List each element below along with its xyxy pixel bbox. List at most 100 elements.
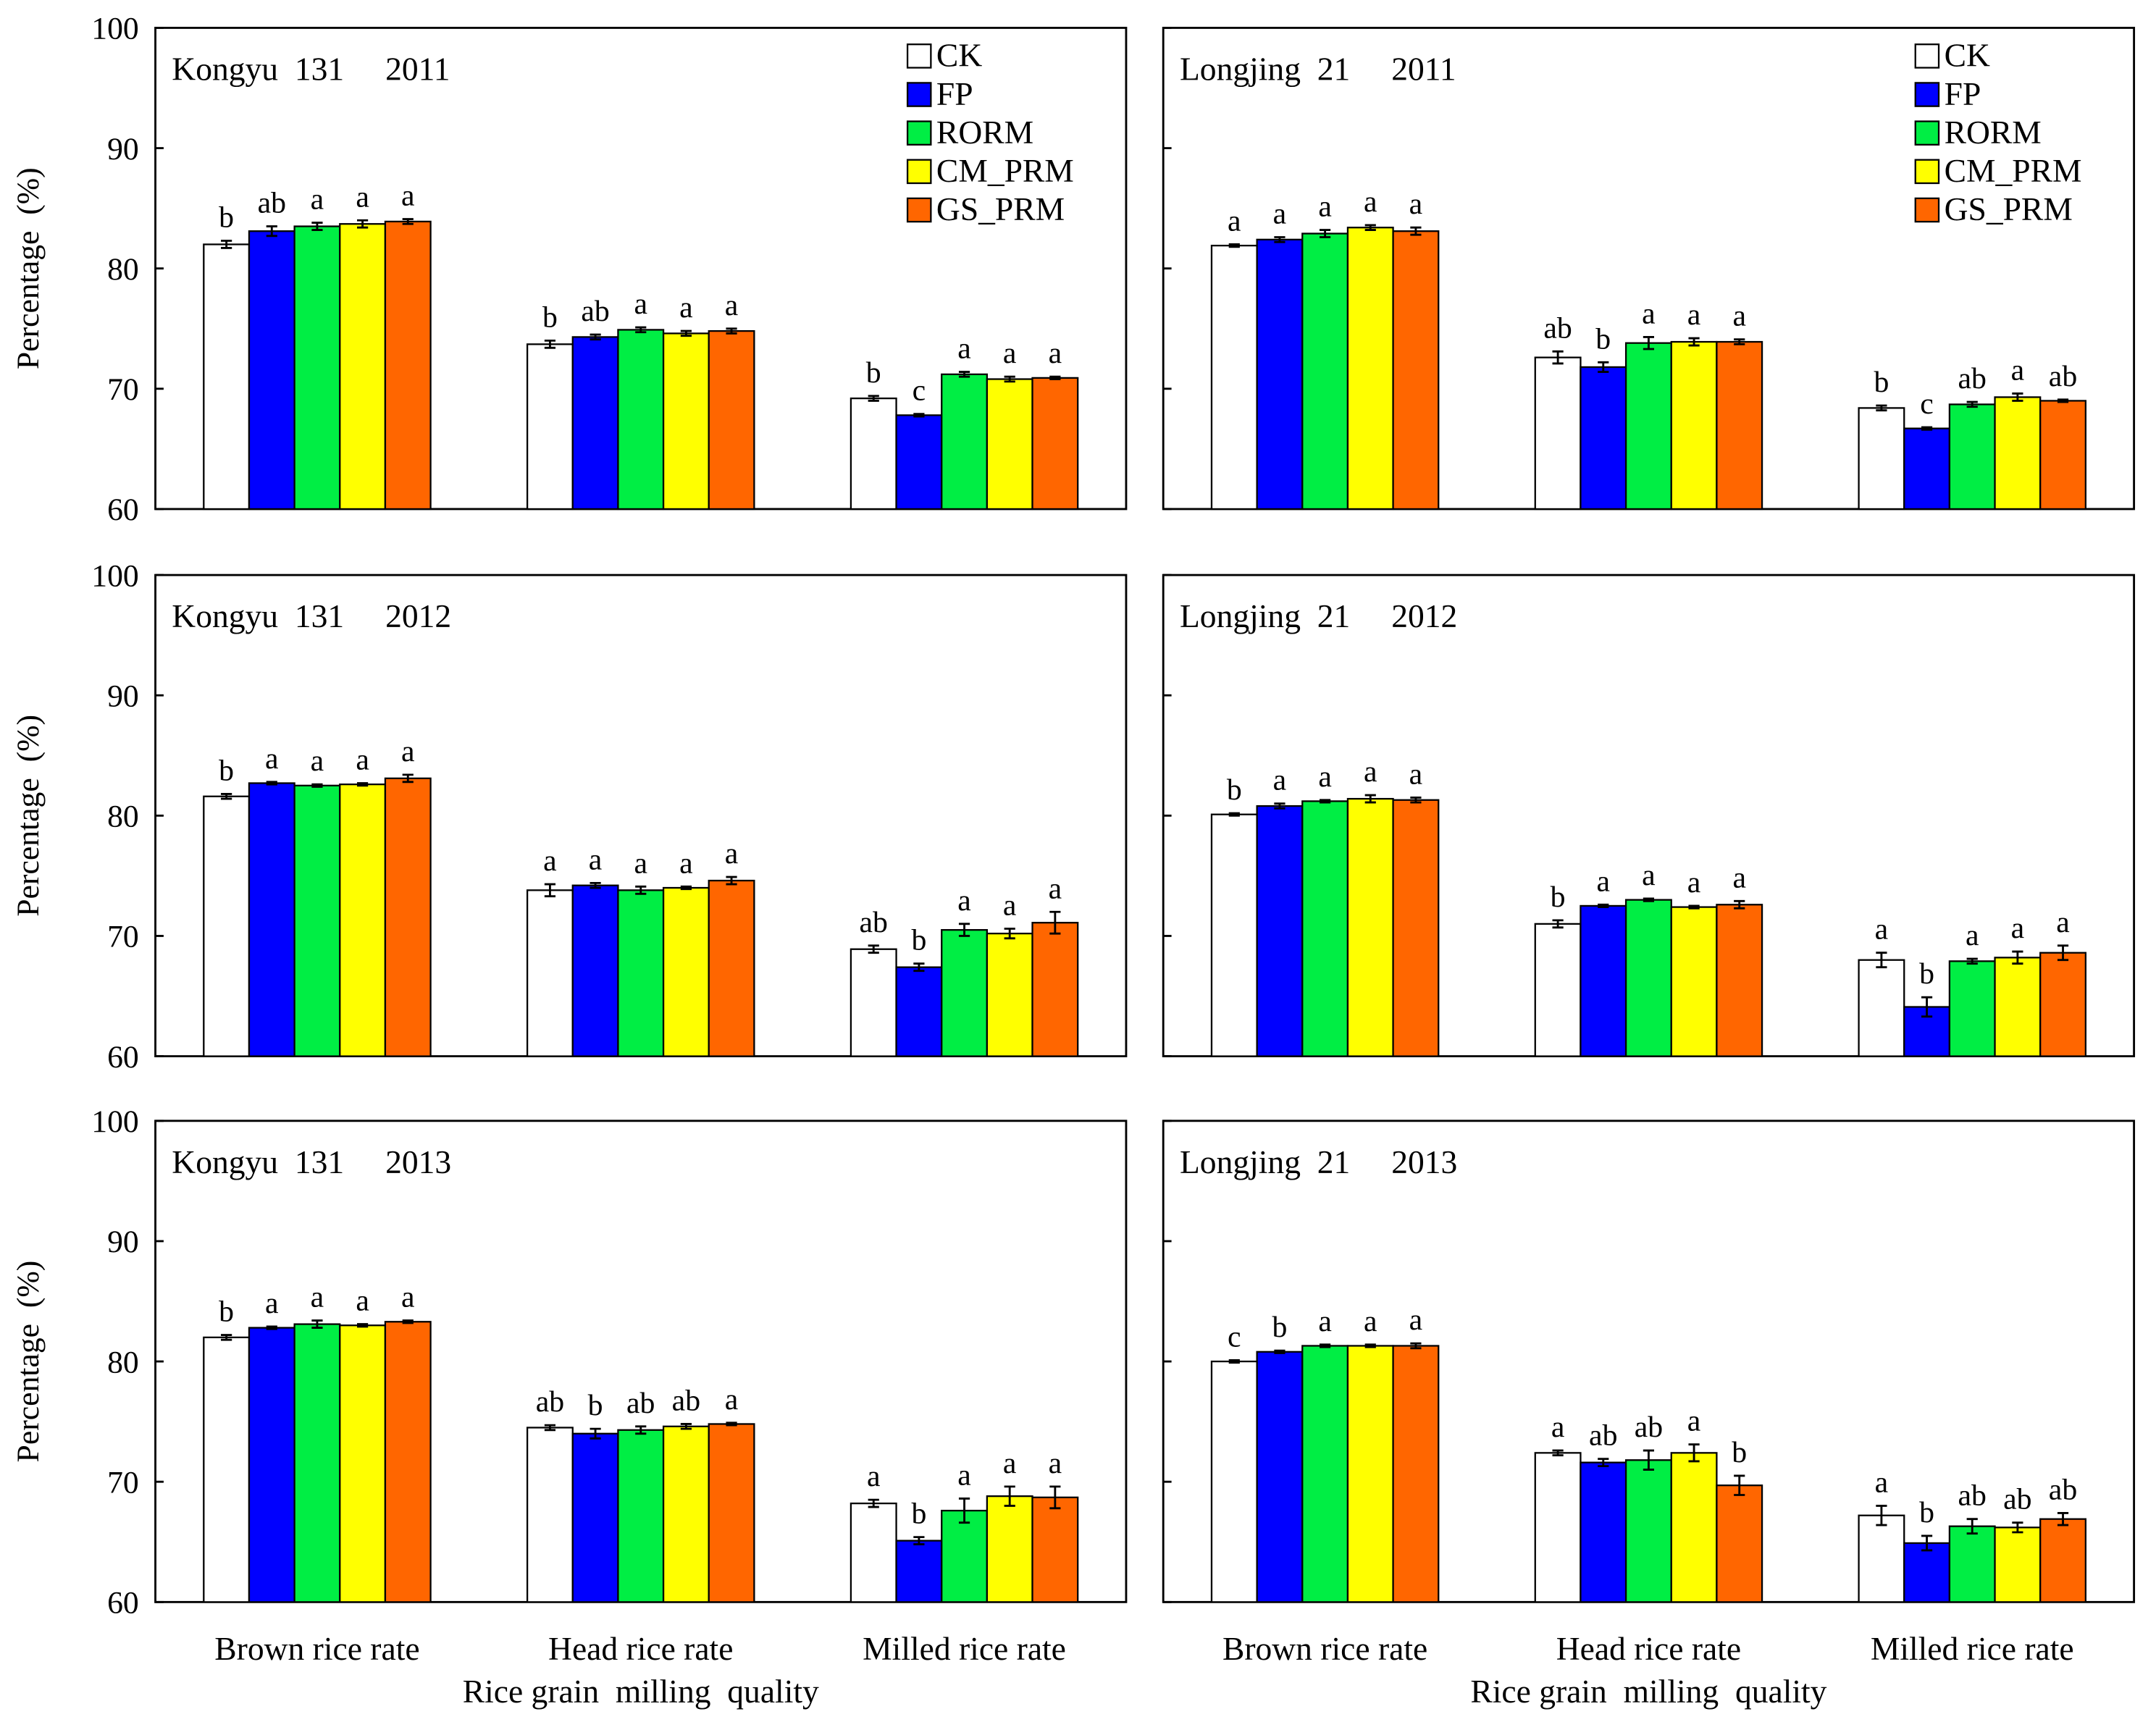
bar [1670, 1452, 1718, 1603]
significance-letter: a [957, 332, 971, 366]
significance-letter: a [356, 744, 369, 777]
bar [1392, 230, 1440, 511]
significance-letter: a [401, 735, 415, 768]
x-tick-label: Brown rice rate [1222, 1630, 1427, 1667]
bar [203, 243, 251, 511]
error-bar [221, 1334, 232, 1341]
bar [1256, 1351, 1304, 1603]
significance-letter: a [311, 1281, 324, 1314]
significance-letter: b [1272, 1311, 1288, 1344]
bar [941, 929, 989, 1057]
error-bar [1320, 799, 1331, 804]
bar [1346, 1345, 1394, 1603]
error-bar [1598, 1458, 1609, 1468]
error-bar [680, 1423, 692, 1430]
error-bar [726, 875, 737, 886]
significance-letter: b [911, 1498, 926, 1531]
bar [1031, 377, 1079, 511]
bar [1346, 227, 1394, 511]
bar [617, 889, 665, 1057]
bar [1858, 407, 1905, 511]
error-bar [1921, 426, 1933, 431]
error-bar [2057, 944, 2069, 962]
y-tick-label: 60 [107, 1586, 139, 1621]
error-bar [1364, 1343, 1376, 1348]
error-bar [635, 885, 647, 895]
significance-letter: a [1732, 300, 1746, 333]
bar [986, 1495, 1033, 1603]
significance-letter: b [1595, 322, 1611, 356]
legend-label: CM_PRM [936, 152, 1074, 189]
significance-letter: b [911, 924, 926, 957]
legend-label: GS_PRM [936, 190, 1065, 227]
significance-letter: b [1227, 773, 1242, 807]
error-bar [1921, 996, 1933, 1018]
panel-title: Kongyu 131 2011 [172, 51, 450, 88]
significance-letter: a [1318, 1305, 1332, 1338]
error-bar [726, 1421, 737, 1427]
y-tick-label: 80 [107, 799, 139, 834]
bar [1301, 800, 1349, 1057]
bar [1031, 1496, 1079, 1603]
bar [1903, 1542, 1951, 1603]
significance-letter: ab [536, 1385, 564, 1419]
bar [895, 414, 943, 511]
bar [662, 332, 710, 511]
bar [708, 879, 755, 1057]
legend-label: CK [936, 37, 982, 74]
significance-letter: a [1364, 185, 1377, 219]
x-tick-label: Brown rice rate [214, 1630, 419, 1667]
error-bar [544, 339, 556, 349]
significance-letter: a [957, 884, 971, 917]
significance-letter: a [1049, 1447, 1062, 1480]
error-bar [1320, 1343, 1331, 1348]
bar [1210, 813, 1258, 1057]
x-tick-label: Milled rice rate [863, 1630, 1066, 1667]
error-bar [1364, 224, 1376, 231]
error-bar [2057, 1511, 2069, 1526]
bar [1903, 427, 1951, 511]
significance-letter: a [634, 847, 647, 880]
bar [1948, 960, 1996, 1057]
error-bar [590, 1427, 601, 1440]
error-bar [958, 1498, 970, 1524]
significance-letter: ab [672, 1384, 700, 1417]
significance-letter: a [1409, 188, 1423, 221]
y-tick-label: 60 [107, 492, 139, 527]
significance-letter: a [1596, 865, 1610, 898]
error-bar [1364, 794, 1376, 804]
x-axis-label: Rice grain milling quality [1470, 1673, 1826, 1710]
significance-letter: a [725, 289, 739, 322]
bar [1716, 904, 1763, 1057]
significance-letter: ab [1958, 1479, 1987, 1513]
bar [986, 933, 1033, 1057]
bar [203, 795, 251, 1057]
error-bar [402, 773, 414, 784]
significance-letter: ab [2003, 1483, 2031, 1516]
bar [248, 230, 295, 511]
bar [384, 1321, 432, 1603]
error-bar [726, 327, 737, 335]
bar [895, 966, 943, 1057]
error-bar [2057, 398, 2069, 403]
bar [1301, 232, 1349, 511]
error-bar [1552, 919, 1564, 929]
error-bar [1643, 897, 1655, 902]
bar [850, 397, 897, 511]
bar [526, 343, 574, 511]
significance-letter: ab [2049, 1473, 2077, 1506]
error-bar [1552, 1449, 1564, 1457]
significance-letter: b [588, 1389, 603, 1422]
bar [1210, 1360, 1258, 1603]
bar [248, 1327, 295, 1603]
bar [571, 884, 619, 1057]
bar [708, 329, 755, 511]
significance-letter: b [1919, 1496, 1934, 1529]
y-tick-label: 90 [107, 132, 139, 167]
bar [2039, 952, 2086, 1057]
bar [1716, 340, 1763, 511]
error-bar [868, 944, 879, 954]
error-bar [1876, 404, 1887, 412]
